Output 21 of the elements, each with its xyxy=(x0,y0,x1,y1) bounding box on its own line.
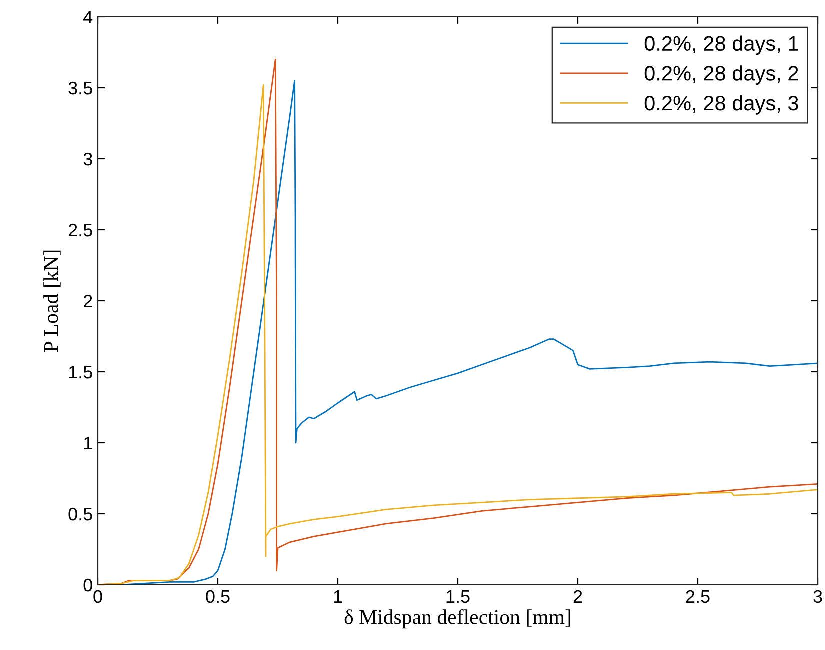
y-tick-label: 0 xyxy=(84,578,92,592)
y-tick-label: 0.5 xyxy=(68,508,92,521)
y-axis-title: P Load [kN] xyxy=(44,250,61,352)
y-tick-label: 3.5 xyxy=(68,82,92,95)
y-tick-label: 1 xyxy=(84,437,92,450)
y-tick-label: 4 xyxy=(84,11,93,24)
legend-label: 0.2%, 28 days, 3 xyxy=(644,95,798,115)
x-tick-label: 3 xyxy=(814,590,822,604)
y-tick-label: 2 xyxy=(84,294,92,308)
x-tick-label: 1 xyxy=(334,590,342,603)
x-tick-label: 0.5 xyxy=(206,590,230,604)
legend-label: 0.2%, 28 days, 1 xyxy=(644,36,798,56)
x-tick-label: 2.5 xyxy=(686,590,710,604)
x-tick-label: 1.5 xyxy=(446,590,470,604)
y-tick-label: 3 xyxy=(84,152,92,166)
y-tick-label: 2.5 xyxy=(68,224,92,237)
legend-label: 0.2%, 28 days, 2 xyxy=(644,66,798,86)
x-tick-label: 2 xyxy=(574,590,582,603)
x-axis-title: δ Midspan deflection [mm] xyxy=(344,609,570,629)
x-tick-label: 0 xyxy=(94,590,102,604)
y-tick-label: 1.5 xyxy=(69,366,92,379)
